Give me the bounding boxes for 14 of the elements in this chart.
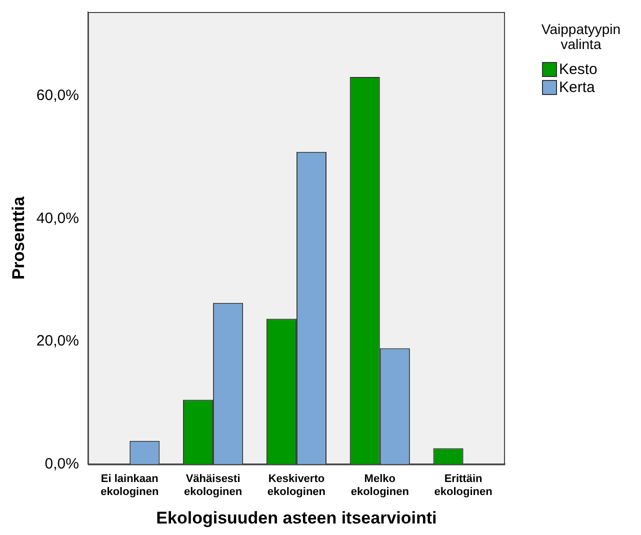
legend-label: Kerta: [559, 78, 595, 96]
y-tick-label: 20,0%: [36, 332, 79, 350]
x-tick-label: Vähäisesti ekologinen: [184, 472, 242, 498]
legend-title: Vaippatyypin valinta: [540, 21, 622, 52]
x-tick-label: Erittäin ekologinen: [434, 472, 493, 498]
x-tick-label: Keskiverto ekologinen: [267, 472, 326, 498]
y-tick-label: 60,0%: [36, 87, 79, 104]
x-tick-label: Ei lainkaan ekologinen: [100, 472, 159, 498]
legend-label: Kesto: [559, 60, 598, 78]
y-tick-label: 0,0%: [44, 455, 79, 472]
x-tick-label: Melko ekologinen: [350, 472, 410, 498]
y-tick-label: 40,0%: [36, 210, 79, 227]
y-axis-title: Prosenttia: [8, 196, 28, 280]
x-axis-title: Ekologisuuden asteen itsearviointi: [156, 508, 437, 528]
